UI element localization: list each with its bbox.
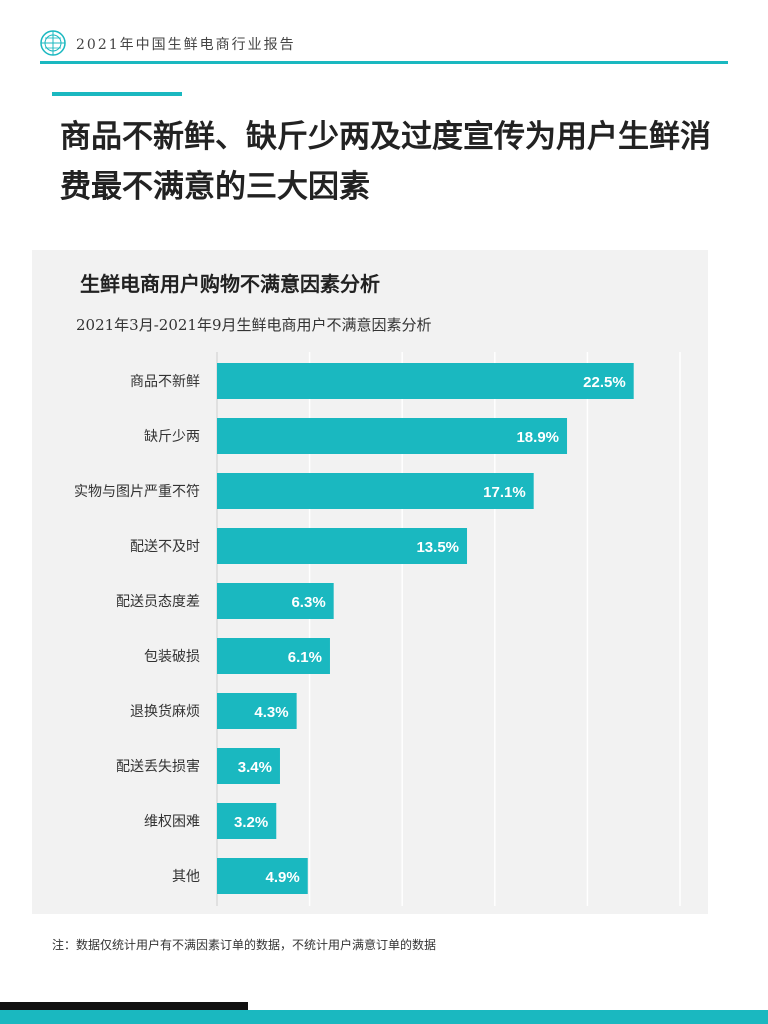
bar [217,638,330,674]
category-label: 包装破损 [144,649,200,665]
bar [217,363,634,399]
page-headline: 商品不新鲜、缺斤少两及过度宣传为用户生鲜消费最不满意的三大因素 [60,119,711,205]
category-label: 配送员态度差 [116,594,200,610]
chart-title: 生鲜电商用户购物不满意因素分析 [80,272,380,296]
value-label: 6.1% [288,649,322,666]
chart-panel [32,250,708,914]
category-label: 缺斤少两 [144,429,200,445]
bar [217,473,534,509]
bar [217,858,308,894]
bar [217,418,568,454]
category-label: 配送丢失损害 [116,759,200,775]
chart-bars: 商品不新鲜 22.5% 缺斤少两 18.9% 实物与图片严重不符 17.1% 配送不及时 13… [74,363,634,894]
report-title: 2021年中国生鲜电商行业报告 [76,37,296,53]
bar [217,748,280,784]
headline-accent-bar [52,92,182,96]
value-label: 4.3% [254,704,288,721]
value-label: 3.2% [234,814,268,831]
footer-black-bar [0,1002,248,1010]
value-label: 18.9% [516,429,559,446]
bar [217,693,297,729]
value-label: 3.4% [238,759,272,776]
category-label: 维权困难 [144,814,200,830]
category-label: 其他 [172,869,200,885]
chart-subtitle: 2021年3月-2021年9月生鲜电商用户不满意因素分析 [76,316,432,334]
value-label: 4.9% [266,869,300,886]
value-label: 17.1% [483,484,526,501]
bar [217,803,277,839]
footnote: 注：数据仅统计用户有不满因素订单的数据，不统计用户满意订单的数据 [52,938,437,952]
bar [217,528,468,564]
value-label: 22.5% [583,374,626,391]
bar [217,583,334,619]
category-label: 商品不新鲜 [130,374,200,390]
header-divider [40,61,728,64]
value-label: 6.3% [291,594,325,611]
report-logo-icon [40,30,66,56]
footer-teal-bar [0,1010,768,1024]
value-label: 13.5% [416,539,459,556]
category-label: 实物与图片严重不符 [74,484,200,500]
category-label: 退换货麻烦 [130,703,200,720]
category-label: 配送不及时 [130,539,200,555]
